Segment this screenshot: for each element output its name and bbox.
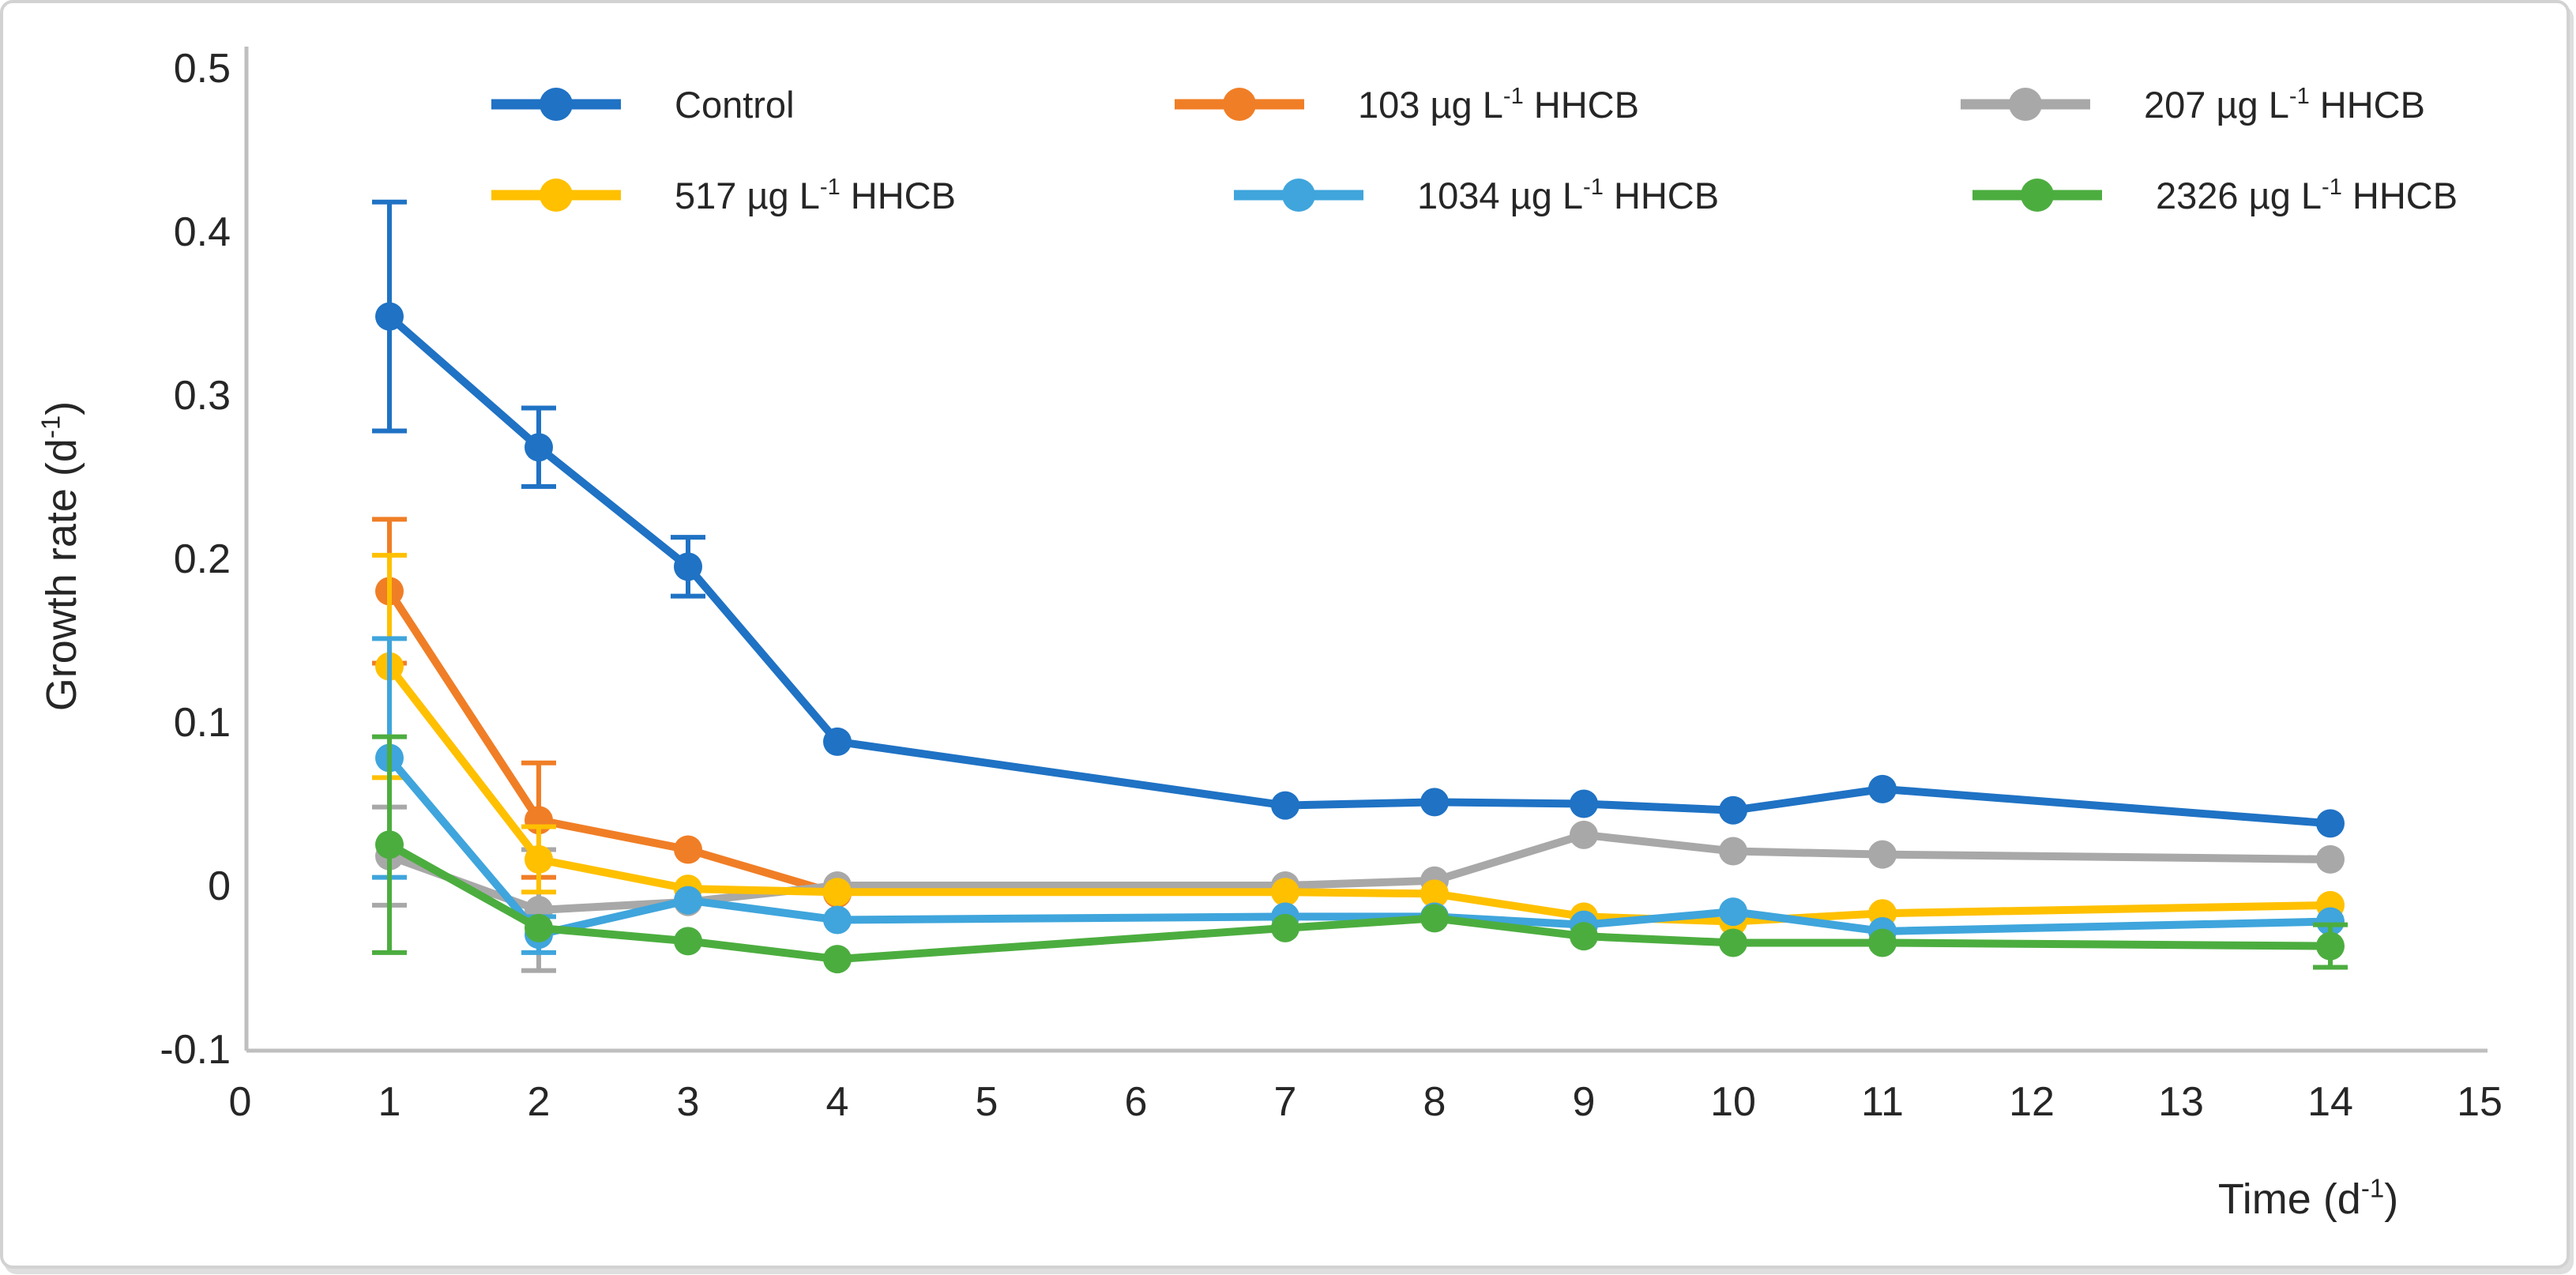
legend-label: 2326 µg L-1 HHCB <box>2156 175 2458 216</box>
series-line <box>385 312 2334 828</box>
series-2326 <box>372 734 2348 974</box>
x-tick-label: 14 <box>2307 1079 2353 1125</box>
growth-rate-chart: 0.50.40.30.20.10-0.10 1 2 3 4 5 6 7 8 9 10 11 12 13 14… <box>36 46 2503 1223</box>
y-tick-label: 0.1 <box>174 700 231 746</box>
series-line <box>385 830 2334 915</box>
legend-label: 103 µg L-1 HHCB <box>1358 84 1639 126</box>
data-point <box>674 552 702 581</box>
data-point <box>375 830 404 859</box>
data-point <box>1868 928 1897 957</box>
data-point <box>1719 928 1747 957</box>
data-point <box>1271 913 1299 942</box>
legend-label: 1034 µg L-1 HHCB <box>1417 175 1719 216</box>
legend-label: 207 µg L-1 HHCB <box>2144 84 2425 126</box>
x-tick-label: 5 <box>976 1079 998 1125</box>
data-point <box>1420 904 1449 933</box>
y-axis-title: Growth rate (d-1) <box>36 401 85 711</box>
data-point <box>1719 897 1747 927</box>
data-point <box>1868 840 1897 869</box>
x-tick-label: 4 <box>826 1079 849 1125</box>
data-point <box>674 886 702 915</box>
legend-item-103: 103 µg L-1 HHCB <box>1175 84 1639 126</box>
data-point <box>674 927 702 956</box>
x-tick-label: 12 <box>2009 1079 2055 1125</box>
y-tick-labels: 0.5 0.4 0.3 0.2 0.1 0 -0.1 <box>160 46 231 1073</box>
legend-marker-dot <box>2009 88 2042 121</box>
legend-marker-dot <box>1282 179 1315 212</box>
legend-marker-dot <box>540 88 573 121</box>
legend-item-2326: 2326 µg L-1 HHCB <box>1972 175 2458 216</box>
data-point <box>1271 878 1299 907</box>
y-tick-label: 0.4 <box>174 209 231 255</box>
data-point <box>1271 791 1299 820</box>
x-tick-label: 13 <box>2158 1079 2204 1125</box>
legend-label: Control <box>675 84 795 126</box>
data-point <box>1420 788 1449 817</box>
legend-marker-dot <box>2021 179 2054 212</box>
x-tick-label: 15 <box>2457 1079 2503 1125</box>
x-tick-label: 10 <box>1710 1079 1756 1125</box>
data-point <box>1420 879 1449 908</box>
x-tick-label: 9 <box>1573 1079 1596 1125</box>
data-point <box>375 302 404 331</box>
data-point <box>1570 922 1598 951</box>
data-point <box>823 727 852 756</box>
x-tick-label: 1 <box>378 1079 401 1125</box>
data-point <box>2316 809 2345 838</box>
data-point <box>1570 820 1598 849</box>
x-tick-label: 0 <box>229 1079 252 1125</box>
y-tick-label: 0.3 <box>174 373 231 419</box>
data-point <box>823 878 852 907</box>
data-point <box>1719 837 1747 866</box>
y-tick-label: 0.2 <box>174 536 231 582</box>
legend: Control 103 µg L-1 HHCB 207 µg L-1 HHCB 517… <box>491 84 2458 216</box>
data-point <box>674 835 702 864</box>
axis-titles: Time (d-1) Growth rate (d-1) <box>36 401 2398 1223</box>
series-line <box>385 754 2334 939</box>
series-103 <box>372 517 852 908</box>
series-line <box>385 662 2334 926</box>
data-point <box>1719 795 1747 825</box>
legend-marker-dot <box>1223 88 1256 121</box>
series-line <box>385 841 2334 964</box>
y-tick-label: 0 <box>208 863 231 909</box>
x-tick-label: 3 <box>677 1079 700 1125</box>
x-tick-labels: 0 1 2 3 4 5 6 7 8 9 10 11 12 13 14 15 <box>229 1079 2503 1125</box>
x-tick-label: 6 <box>1125 1079 1148 1125</box>
data-point <box>525 433 553 462</box>
x-tick-label: 8 <box>1423 1079 1446 1125</box>
x-axis-title: Time (d-1) <box>2218 1173 2398 1223</box>
x-tick-label: 7 <box>1274 1079 1297 1125</box>
legend-item-517: 517 µg L-1 HHCB <box>491 175 956 216</box>
axes <box>244 47 2488 1053</box>
data-point <box>525 913 553 942</box>
series-1034 <box>372 636 2345 955</box>
series-control <box>372 199 2345 838</box>
data-point <box>2316 907 2345 936</box>
x-tick-label: 2 <box>528 1079 551 1125</box>
data-point <box>525 844 553 874</box>
data-point <box>1868 774 1897 803</box>
y-tick-label: 0.5 <box>174 46 231 92</box>
y-tick-label: -0.1 <box>160 1027 231 1073</box>
data-point <box>823 905 852 935</box>
data-point <box>823 945 852 974</box>
data-point <box>2316 931 2345 961</box>
legend-label: 517 µg L-1 HHCB <box>675 175 956 216</box>
legend-item-control: Control <box>491 84 795 126</box>
series-line <box>385 587 841 898</box>
x-tick-label: 11 <box>1861 1079 1904 1125</box>
series-517 <box>372 552 2345 936</box>
legend-item-1034: 1034 µg L-1 HHCB <box>1234 175 1719 216</box>
legend-marker-dot <box>540 179 573 212</box>
data-point <box>1570 789 1598 818</box>
data-point <box>2316 844 2345 874</box>
legend-item-207: 207 µg L-1 HHCB <box>1961 84 2425 126</box>
